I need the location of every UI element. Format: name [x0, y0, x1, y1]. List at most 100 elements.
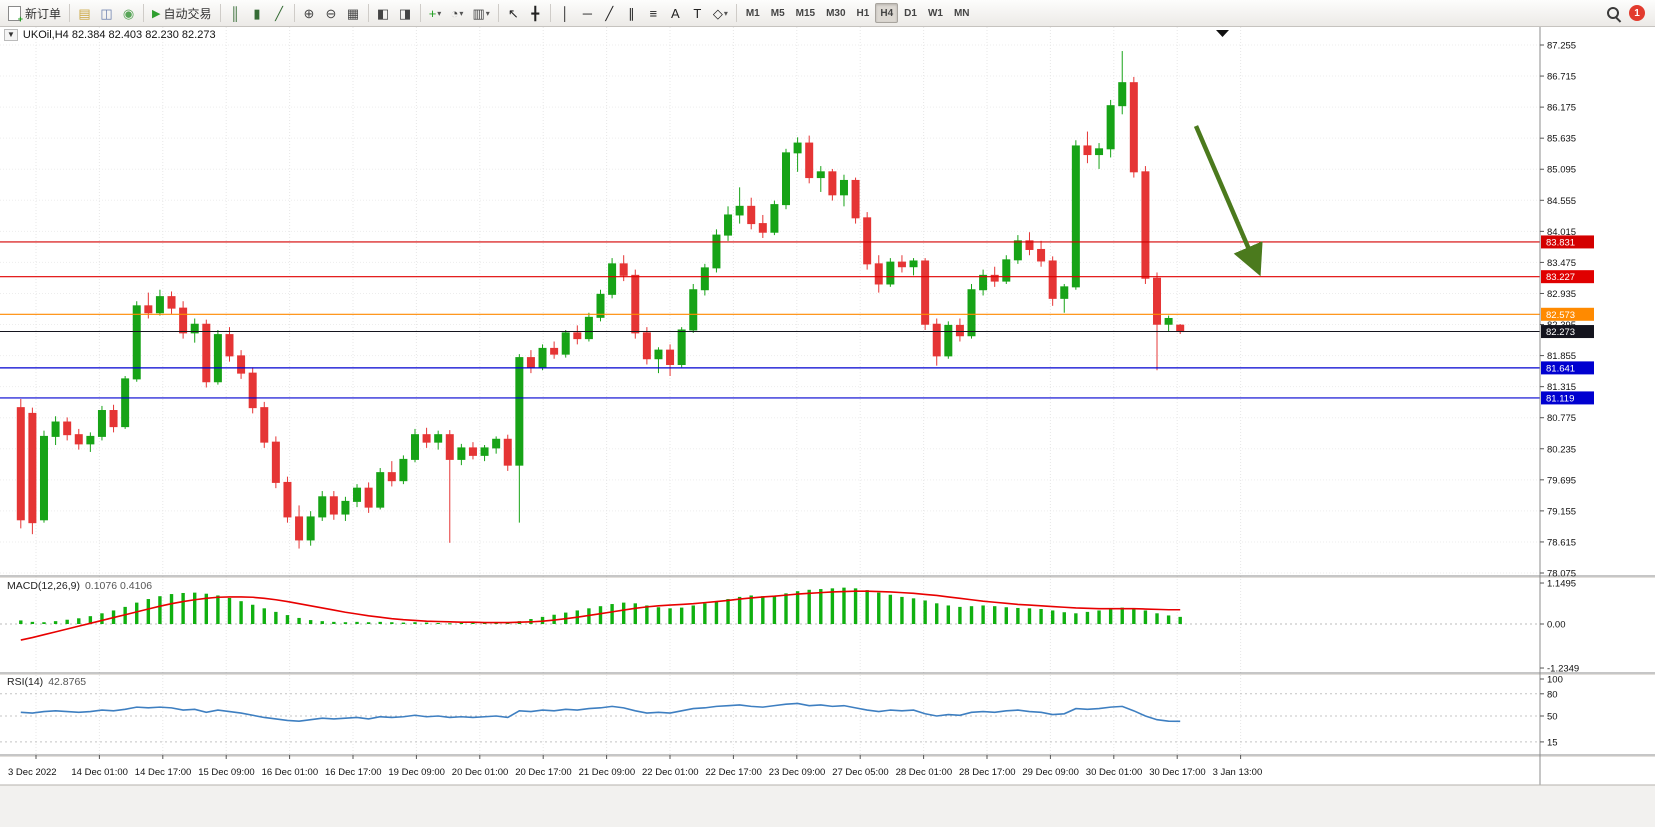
horizontal-line-button[interactable]: ─: [577, 2, 598, 24]
svg-text:82.573: 82.573: [1546, 310, 1575, 321]
tile-windows-button[interactable]: ▦: [343, 2, 364, 24]
chevron-down-icon: ▾: [485, 8, 490, 18]
candle: [1025, 232, 1034, 256]
macd-axis[interactable]: 1.1495 0.00 -1.2349: [1540, 579, 1579, 675]
candlestick-series: [16, 51, 1185, 549]
svg-text:83.831: 83.831: [1546, 237, 1575, 248]
timeframe-mn-button[interactable]: MN: [949, 3, 975, 23]
line-chart-button[interactable]: ╱: [269, 2, 290, 24]
candlestick-chart-button[interactable]: ▮: [247, 2, 268, 24]
chart-canvas[interactable]: 87.255 86.715 86.175 85.635 85.095 84.555 84.0…: [0, 27, 1655, 827]
toolbar-separator: [419, 4, 421, 22]
templates-button[interactable]: ▥ ▾: [469, 2, 494, 24]
svg-text:81.641: 81.641: [1546, 363, 1575, 374]
candle: [225, 327, 234, 362]
timeframe-m30-button[interactable]: M30: [821, 3, 850, 23]
candle: [886, 258, 895, 287]
bar-chart-button[interactable]: ║: [225, 2, 246, 24]
timeframe-m5-button[interactable]: M5: [766, 3, 790, 23]
text-button[interactable]: A: [665, 2, 686, 24]
svg-text:81.315: 81.315: [1547, 382, 1576, 393]
equidistant-channel-button[interactable]: ∥: [621, 2, 642, 24]
timeframe-m15-button[interactable]: M15: [791, 3, 820, 23]
chart-area[interactable]: 87.255 86.715 86.175 85.635 85.095 84.555 84.0…: [0, 27, 1655, 827]
candle: [167, 291, 176, 314]
cursor-icon: ↖: [507, 5, 519, 21]
candle: [387, 461, 396, 487]
crosshair-button[interactable]: ╋: [525, 2, 546, 24]
symbol-ohlc-text: UKOil,H4 82.384 82.403 82.230 82.273: [22, 29, 216, 41]
cascade-windows-button[interactable]: ◨: [395, 2, 416, 24]
candlestick-chart-icon: ▮: [253, 5, 261, 21]
notification-badge[interactable]: 1: [1629, 5, 1645, 21]
svg-text:22 Dec 01:00: 22 Dec 01:00: [642, 767, 699, 778]
candle: [874, 255, 883, 293]
toolbar-separator: [549, 4, 551, 22]
svg-text:79.695: 79.695: [1547, 475, 1576, 486]
indicators-plus-icon: +: [428, 5, 437, 21]
timeframe-m1-button[interactable]: M1: [741, 3, 765, 23]
zoom-out-button[interactable]: ⊖: [321, 2, 342, 24]
auto-arrange-button[interactable]: ◧: [373, 2, 394, 24]
time-axis[interactable]: 3 Dec 2022 14 Dec 01:00 14 Dec 17:00 15 Dec…: [8, 755, 1262, 778]
timeframe-w1-button[interactable]: W1: [923, 3, 948, 23]
market-watch-button[interactable]: ◫: [96, 2, 117, 24]
price-tags: 83.831 83.227 82.573 82.273 81.641 81.119: [1541, 235, 1594, 405]
vertical-line-button[interactable]: │: [555, 2, 576, 24]
svg-text:84.555: 84.555: [1547, 196, 1576, 207]
toolbar-right: 1: [1606, 5, 1651, 21]
svg-text:83.227: 83.227: [1546, 272, 1575, 283]
svg-text:1.1495: 1.1495: [1547, 579, 1576, 590]
candle: [434, 430, 443, 450]
candle: [550, 341, 559, 359]
candle: [782, 148, 791, 210]
candle: [63, 417, 72, 441]
zoom-in-button[interactable]: ⊕: [299, 2, 320, 24]
svg-text:85.095: 85.095: [1547, 165, 1576, 176]
trendline-button[interactable]: ╱: [599, 2, 620, 24]
toolbar-separator: [367, 4, 369, 22]
auto-trading-button[interactable]: ▶ 自动交易: [148, 2, 215, 24]
periods-button[interactable]: ◔ ▾: [447, 2, 468, 24]
candle: [457, 443, 466, 466]
timeframe-d1-button[interactable]: D1: [899, 3, 922, 23]
candle: [213, 329, 222, 385]
candle: [724, 206, 733, 241]
data-window-button[interactable]: ◉: [118, 2, 139, 24]
fibonacci-icon: ≡: [649, 5, 658, 21]
candle: [1129, 76, 1138, 178]
auto-arrange-icon: ◧: [376, 5, 390, 21]
candle: [561, 329, 570, 358]
candle: [967, 283, 976, 339]
search-icon[interactable]: [1606, 6, 1621, 21]
candle: [654, 347, 663, 374]
svg-text:27 Dec 05:00: 27 Dec 05:00: [832, 767, 889, 778]
cursor-button[interactable]: ↖: [503, 2, 524, 24]
scroll-to-end-marker[interactable]: [1216, 30, 1229, 37]
text-label-button[interactable]: T: [687, 2, 708, 24]
bar-chart-icon: ║: [230, 5, 240, 21]
svg-text:23 Dec 09:00: 23 Dec 09:00: [769, 767, 826, 778]
rsi-axis[interactable]: 100 80 50 15: [1540, 675, 1563, 749]
candle: [851, 177, 860, 224]
horizontal-lines[interactable]: [0, 241, 1540, 399]
indicators-button[interactable]: + ▾: [425, 2, 446, 24]
candle: [364, 482, 373, 513]
macd-label: MACD(12,26,9): [7, 580, 80, 592]
candle: [712, 229, 721, 273]
new-order-icon: [8, 5, 23, 24]
trend-arrow-annotation[interactable]: [1193, 125, 1263, 277]
svg-text:3 Jan 13:00: 3 Jan 13:00: [1213, 767, 1263, 778]
fibonacci-button[interactable]: ≡: [643, 2, 664, 24]
shapes-button[interactable]: ◇ ▾: [709, 2, 732, 24]
toolbar-separator: [69, 4, 71, 22]
symbol-dropdown-icon[interactable]: ▼: [4, 29, 18, 41]
timeframe-h1-button[interactable]: H1: [852, 3, 875, 23]
timeframe-h4-button[interactable]: H4: [875, 3, 899, 23]
new-order-button[interactable]: 新订单: [4, 2, 65, 24]
macd-values: 0.1076 0.4106: [84, 580, 153, 592]
svg-text:14 Dec 01:00: 14 Dec 01:00: [71, 767, 128, 778]
macd-pane: [0, 587, 1540, 641]
layouts-button[interactable]: ▤: [74, 2, 95, 24]
shapes-icon: ◇: [712, 5, 723, 21]
